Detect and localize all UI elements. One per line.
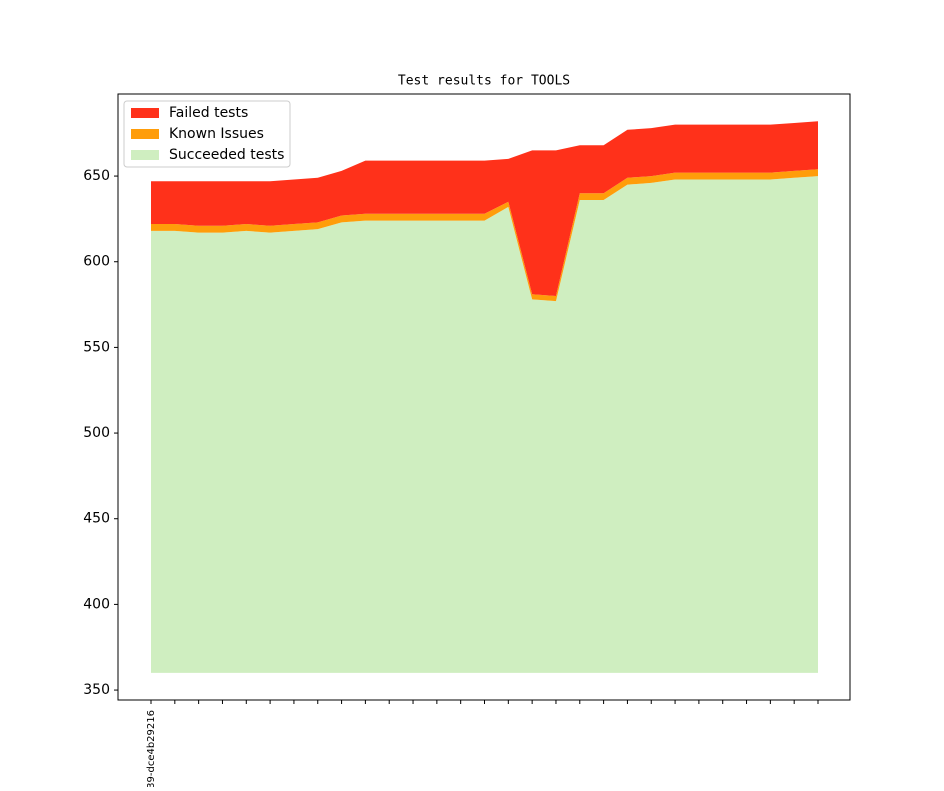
x-tick-label: 39-dce4b29216 <box>146 710 157 787</box>
chart-title: Test results for TOOLS <box>398 74 570 89</box>
legend-swatch <box>131 150 159 160</box>
y-tick-label: 350 <box>83 682 110 698</box>
y-tick-label: 550 <box>83 339 110 355</box>
legend: Failed tests Known Issues Succeeded tests <box>123 100 291 168</box>
area <box>151 121 818 296</box>
y-tick-label: 650 <box>83 168 110 184</box>
legend-label: Succeeded tests <box>169 147 284 163</box>
legend-frame <box>123 100 291 168</box>
y-tick-label: 450 <box>83 511 110 527</box>
y-tick-label: 500 <box>83 425 110 441</box>
legend-swatch <box>131 108 159 118</box>
legend-swatch <box>131 129 159 139</box>
area <box>151 176 818 673</box>
legend-label: Failed tests <box>169 105 248 121</box>
y-tick-label: 600 <box>83 254 110 270</box>
legend-label: Known Issues <box>169 126 264 142</box>
y-tick-label: 400 <box>83 596 110 612</box>
